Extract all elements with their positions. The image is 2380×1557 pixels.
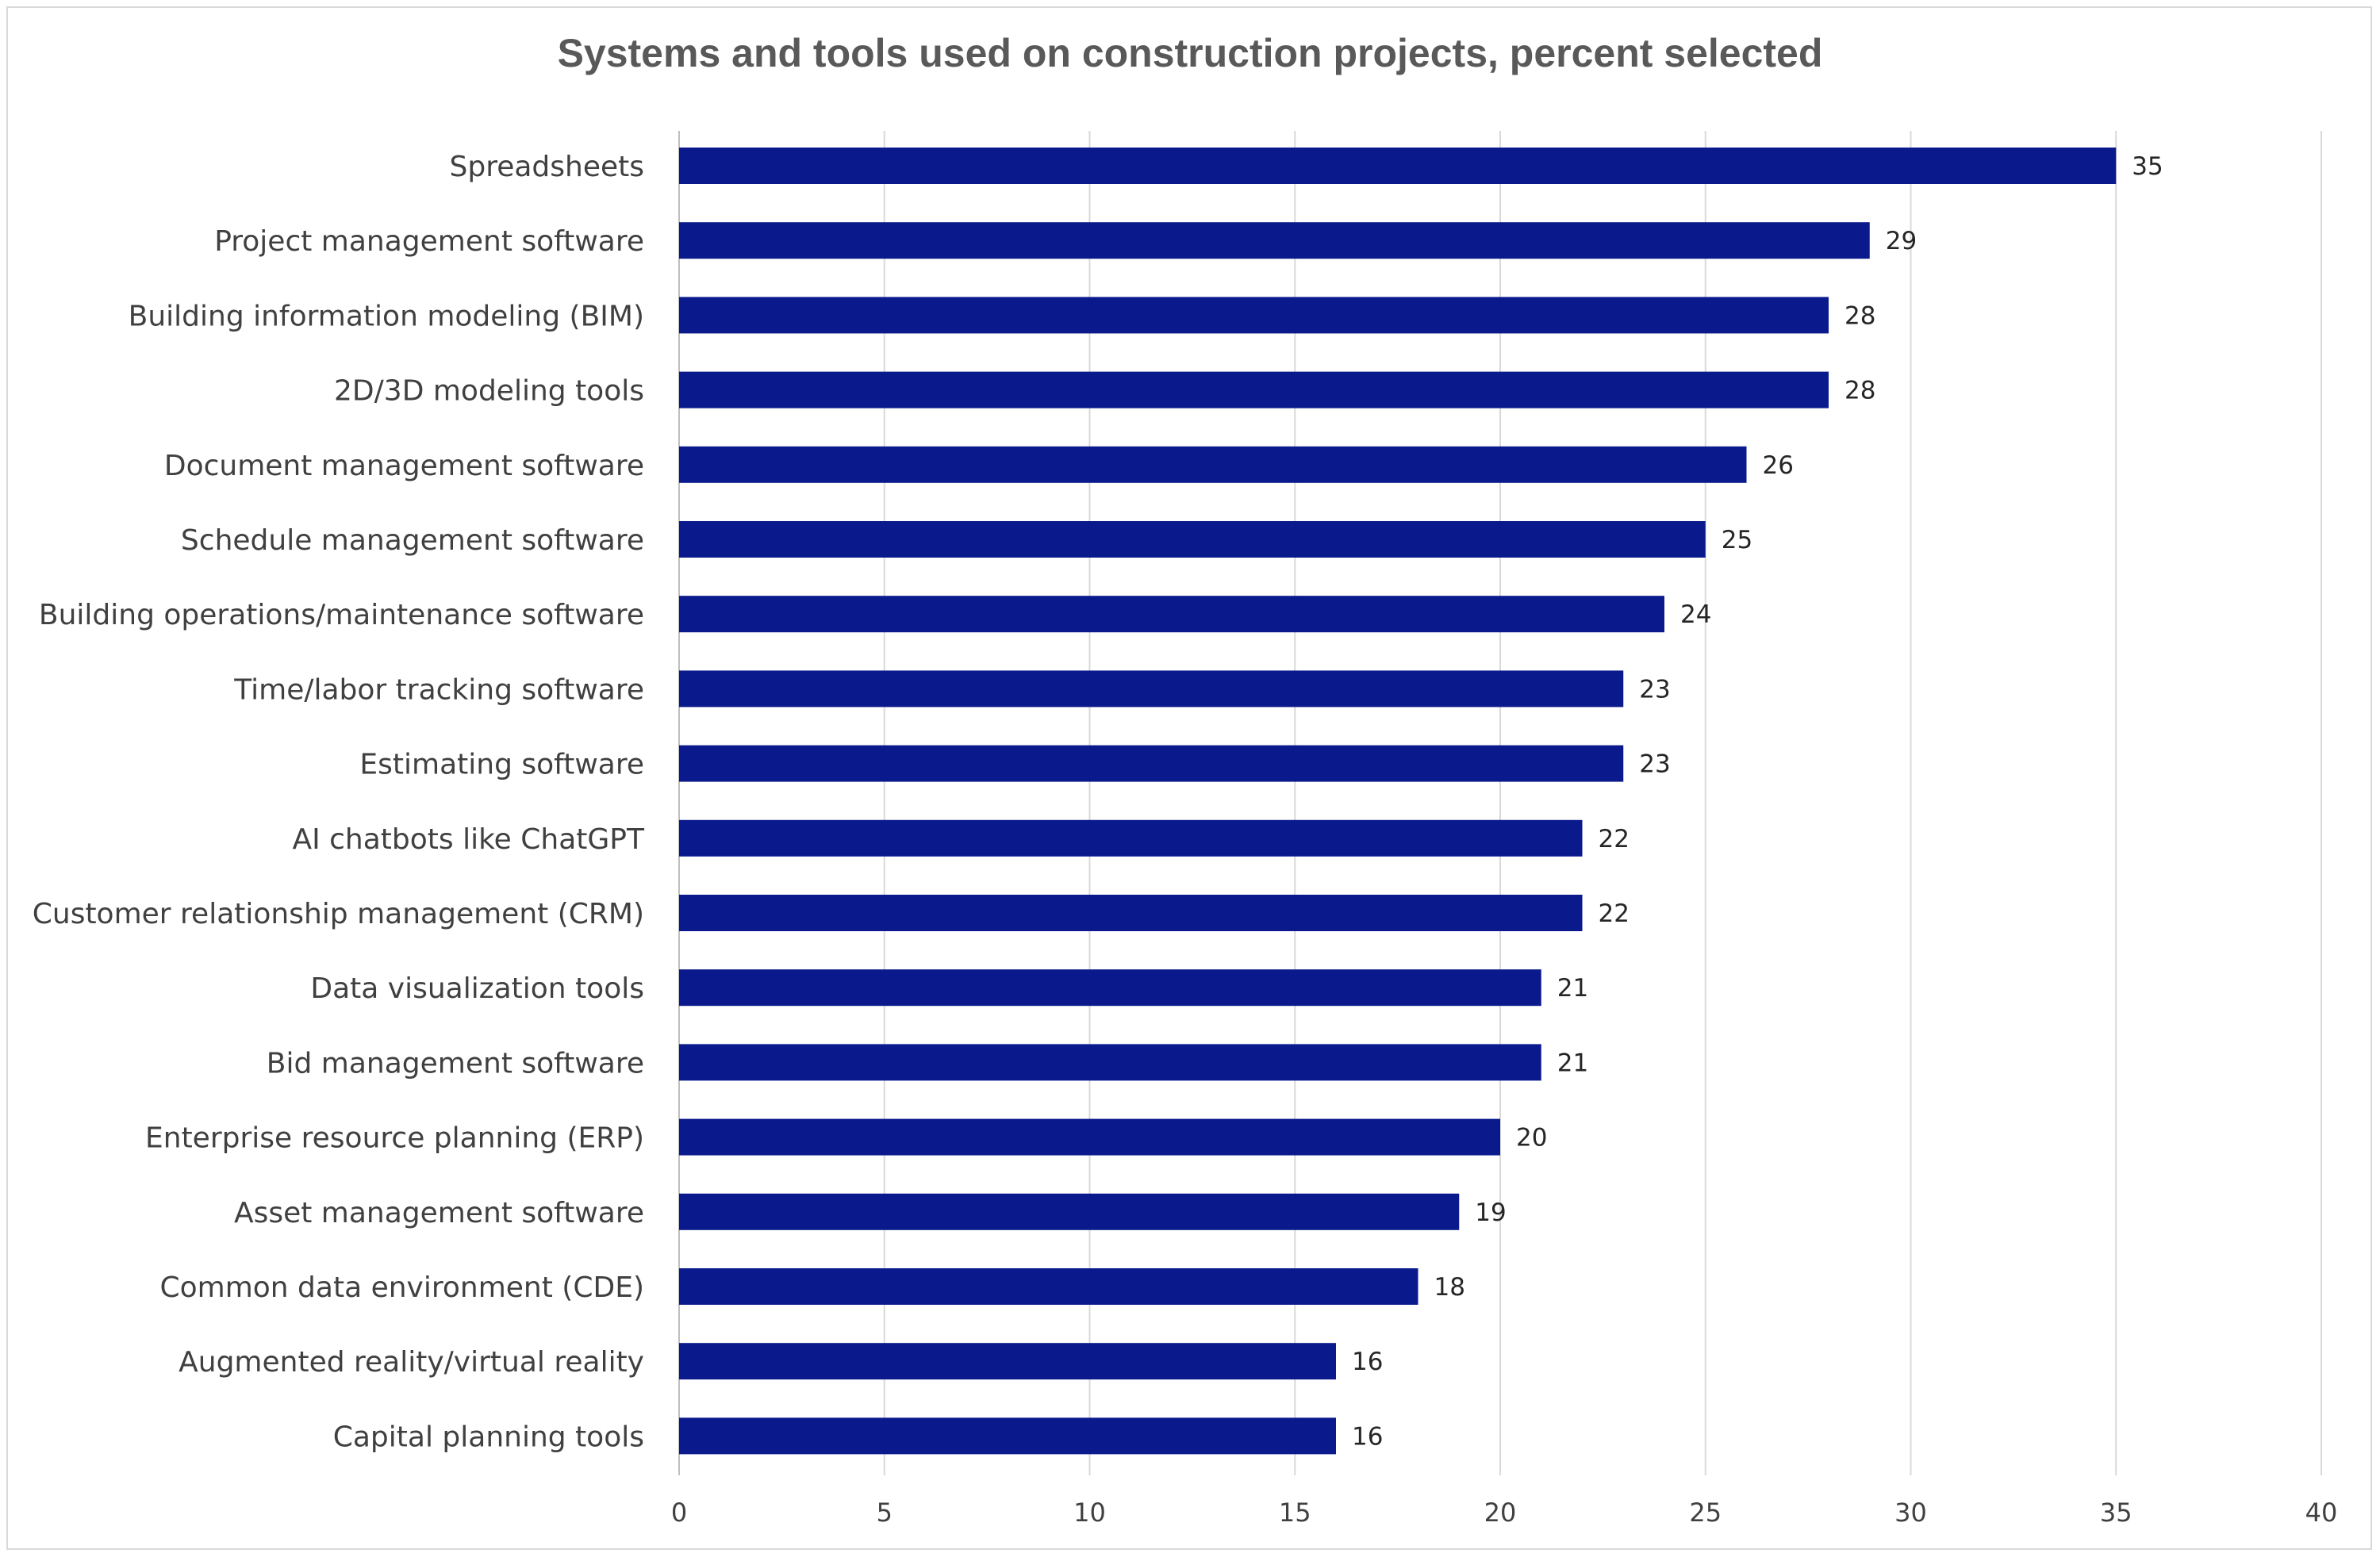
bar <box>679 895 1583 931</box>
bar <box>679 1193 1460 1230</box>
category-label: Project management software <box>214 225 644 258</box>
data-label: 22 <box>1599 825 1630 853</box>
x-tick-label: 10 <box>1073 1498 1106 1528</box>
data-label: 28 <box>1844 301 1875 330</box>
x-tick-label: 25 <box>1689 1498 1722 1528</box>
bar <box>679 371 1829 408</box>
x-tick-label: 0 <box>671 1498 687 1528</box>
category-label: Enterprise resource planning (ERP) <box>145 1122 644 1155</box>
category-label: Time/labor tracking software <box>233 673 644 706</box>
category-label: Schedule management software <box>181 524 644 557</box>
x-tick-label: 30 <box>1894 1498 1927 1528</box>
data-label: 24 <box>1680 600 1711 629</box>
bar <box>679 969 1541 1007</box>
category-label: Document management software <box>164 450 644 482</box>
bar <box>679 521 1706 558</box>
data-label: 28 <box>1844 377 1875 405</box>
chart-title: Systems and tools used on construction p… <box>557 31 1823 75</box>
data-label: 29 <box>1886 227 1917 255</box>
data-label: 25 <box>1722 526 1752 554</box>
bar <box>679 1268 1418 1305</box>
bar <box>679 1044 1541 1081</box>
data-label: 22 <box>1599 899 1630 928</box>
data-label: 19 <box>1475 1198 1506 1227</box>
data-label: 21 <box>1557 1049 1588 1077</box>
data-label: 35 <box>2132 152 2163 181</box>
category-label: Estimating software <box>359 749 644 781</box>
bar <box>679 446 1747 483</box>
x-tick-label: 40 <box>2305 1498 2338 1528</box>
category-label: Spreadsheets <box>449 151 644 183</box>
category-label: Customer relationship management (CRM) <box>33 898 644 930</box>
data-label: 23 <box>1639 750 1670 779</box>
x-tick-label: 5 <box>877 1498 892 1528</box>
bar <box>679 819 1583 857</box>
category-label: Common data environment (CDE) <box>159 1271 644 1304</box>
x-tick-label: 20 <box>1484 1498 1517 1528</box>
bar <box>679 745 1624 782</box>
category-label: Bid management software <box>267 1047 644 1080</box>
category-label: 2D/3D modeling tools <box>334 375 644 408</box>
bar <box>679 596 1664 633</box>
bar <box>679 1118 1500 1156</box>
data-label: 16 <box>1352 1422 1383 1451</box>
data-label: 26 <box>1763 451 1794 480</box>
data-label: 18 <box>1434 1273 1465 1302</box>
x-tick-label: 35 <box>2100 1498 2132 1528</box>
bar <box>679 1343 1336 1380</box>
category-label: Data visualization tools <box>310 972 644 1005</box>
bar <box>679 1417 1336 1455</box>
x-tick-label: 15 <box>1279 1498 1311 1528</box>
bar <box>679 222 1870 259</box>
category-label: AI chatbots like ChatGPT <box>292 823 645 856</box>
bar <box>679 670 1624 708</box>
category-label: Asset management software <box>234 1197 644 1229</box>
category-label: Building information modeling (BIM) <box>129 300 644 332</box>
data-label: 20 <box>1516 1124 1547 1152</box>
category-label: Augmented reality/virtual reality <box>178 1346 644 1379</box>
bar <box>679 148 2117 184</box>
category-label: Capital planning tools <box>333 1421 644 1453</box>
data-label: 23 <box>1639 675 1670 704</box>
data-label: 16 <box>1352 1348 1383 1376</box>
data-label: 21 <box>1557 974 1588 1003</box>
bar <box>679 297 1829 334</box>
category-label: Building operations/maintenance software <box>39 599 644 631</box>
